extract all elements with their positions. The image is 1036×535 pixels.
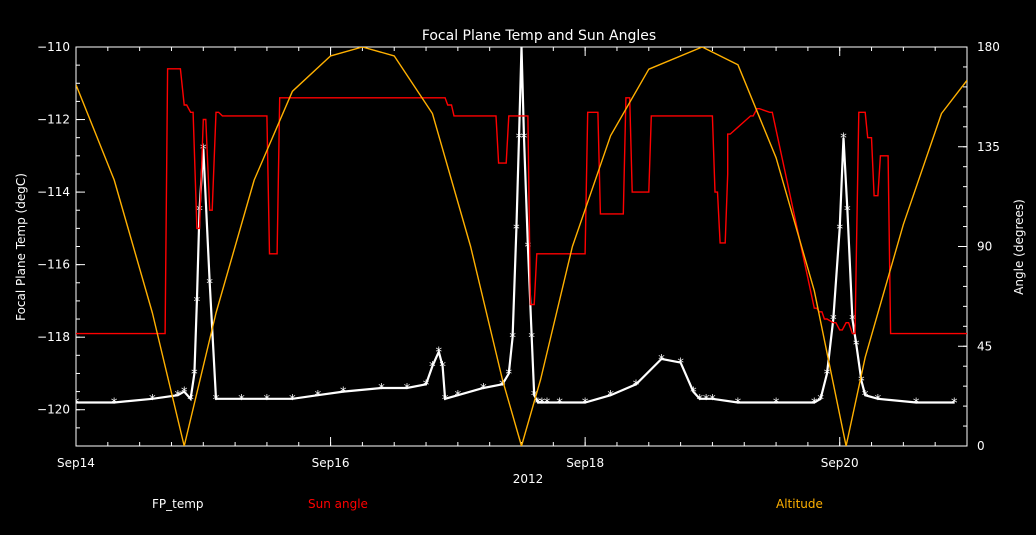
y-left-tick-label: −110 [37, 40, 70, 54]
data-point-fp-temp: * [875, 393, 882, 408]
y-left-tick-label: −120 [37, 403, 70, 417]
data-point-fp-temp: * [544, 396, 551, 411]
data-point-fp-temp: * [528, 331, 535, 346]
series-fp-temp: * * * * * ******* * * * * * * * ***** * * ************* *… [73, 41, 958, 411]
data-point-fp-temp: * [315, 389, 322, 404]
data-point-fp-temp: * [696, 393, 703, 408]
data-point-fp-temp: * [677, 357, 684, 372]
data-point-fp-temp: * [513, 222, 520, 237]
series-altitude [76, 47, 967, 446]
data-point-fp-temp: * [480, 382, 487, 397]
y-axis-label-right: Angle (degrees) [1012, 199, 1026, 295]
data-point-fp-temp: * [191, 367, 198, 382]
data-point-fp-temp: * [703, 393, 710, 408]
y-right-tick-label: 0 [977, 439, 985, 453]
x-axis-label: 2012 [513, 472, 544, 486]
data-point-fp-temp: * [423, 378, 430, 393]
data-point-fp-temp: * [455, 389, 462, 404]
y-right-tick-label: 180 [977, 40, 1000, 54]
data-point-fp-temp: * [862, 389, 869, 404]
data-point-fp-temp: * [509, 331, 516, 346]
y-left-tick-label: −112 [37, 113, 70, 127]
data-point-fp-temp: * [238, 393, 245, 408]
data-point-fp-temp: * [518, 41, 525, 56]
data-point-fp-temp: * [111, 396, 118, 411]
data-point-fp-temp: * [181, 386, 188, 401]
y-right-tick-label: 90 [977, 240, 992, 254]
data-point-fp-temp: * [690, 386, 697, 401]
data-point-fp-temp: * [149, 393, 156, 408]
series-layer: * * * * * ******* * * * * * * * ***** * * ************* *… [73, 41, 967, 446]
data-point-fp-temp: * [773, 396, 780, 411]
data-point-fp-temp: * [73, 396, 80, 411]
data-point-fp-temp: * [913, 396, 920, 411]
data-point-fp-temp: * [844, 204, 851, 219]
series-line-sun-angle [76, 68, 967, 335]
data-point-fp-temp: * [531, 389, 538, 404]
data-point-fp-temp: * [404, 382, 411, 397]
data-point-fp-temp: * [582, 396, 589, 411]
y-right-tick-label: 45 [977, 339, 992, 353]
data-point-fp-temp: * [607, 389, 614, 404]
data-point-fp-temp: * [853, 338, 860, 353]
x-tick-label: Sep18 [566, 456, 604, 470]
data-point-fp-temp: * [539, 396, 546, 411]
data-point-fp-temp: * [516, 132, 523, 147]
data-point-fp-temp: * [200, 143, 207, 158]
series-line-altitude [76, 47, 967, 446]
data-point-fp-temp: * [525, 241, 532, 256]
data-point-fp-temp: * [206, 277, 213, 292]
data-point-fp-temp: * [824, 367, 831, 382]
data-point-fp-temp: * [289, 393, 296, 408]
data-point-fp-temp: * [951, 396, 958, 411]
data-point-fp-temp: * [378, 382, 385, 397]
data-point-fp-temp: * [633, 378, 640, 393]
data-point-fp-temp: * [442, 393, 449, 408]
data-point-fp-temp: * [187, 393, 194, 408]
x-tick-label: Sep16 [312, 456, 350, 470]
y-left-tick-label: −114 [37, 185, 70, 199]
y-left-tick-label: −116 [37, 258, 70, 272]
data-point-fp-temp: * [858, 375, 865, 390]
data-point-fp-temp: * [658, 353, 665, 368]
data-point-fp-temp: * [264, 393, 271, 408]
x-tick-label: Sep20 [821, 456, 859, 470]
data-point-fp-temp: * [521, 132, 528, 147]
y-axis-label-left: Focal Plane Temp (degC) [14, 173, 28, 321]
legend-altitude: Altitude [776, 497, 823, 511]
y-left-tick-label: −118 [37, 330, 70, 344]
series-line-fp-temp [76, 47, 955, 404]
data-point-fp-temp: * [499, 378, 506, 393]
data-point-fp-temp: * [556, 396, 563, 411]
data-point-fp-temp: * [436, 346, 443, 361]
chart-title: Focal Plane Temp and Sun Angles [422, 28, 656, 44]
data-point-fp-temp: * [709, 393, 716, 408]
legend-fp-temp: FP_temp [152, 497, 204, 511]
data-point-fp-temp: * [535, 396, 542, 411]
data-point-fp-temp: * [836, 222, 843, 237]
series-sun-angle [76, 68, 967, 335]
data-point-fp-temp: * [849, 313, 856, 328]
y-right-tick-label: 135 [977, 140, 1000, 154]
data-point-fp-temp: * [817, 393, 824, 408]
data-point-fp-temp: * [830, 313, 837, 328]
data-point-fp-temp: * [194, 295, 201, 310]
data-point-fp-temp: * [213, 393, 220, 408]
data-point-fp-temp: * [840, 132, 847, 147]
data-point-fp-temp: * [506, 367, 513, 382]
data-point-fp-temp: * [439, 360, 446, 375]
x-tick-label: Sep14 [57, 456, 95, 470]
data-point-fp-temp: * [340, 386, 347, 401]
ticks: Sep14 Sep16 Sep18 Sep20 −120 −118 −116 −114 −112… [37, 40, 1000, 470]
data-point-fp-temp: * [811, 396, 818, 411]
data-point-fp-temp: * [735, 396, 742, 411]
data-point-fp-temp: * [175, 389, 182, 404]
legend-sun-angle: Sun angle [308, 497, 368, 511]
data-point-fp-temp: * [429, 360, 436, 375]
